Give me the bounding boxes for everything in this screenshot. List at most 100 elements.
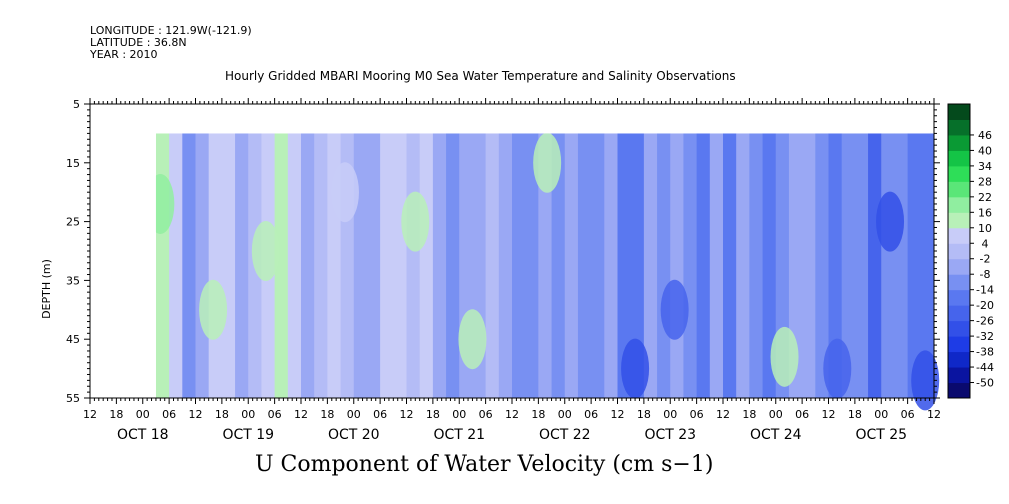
colorbar-label: 28 xyxy=(978,175,992,188)
colorbar-swatch xyxy=(948,243,970,260)
date-label: OCT 22 xyxy=(539,427,591,443)
heatmap-cell xyxy=(696,133,711,398)
heatmap-cell xyxy=(366,133,381,398)
heatmap-cell xyxy=(868,133,882,398)
heatmap-cell xyxy=(353,133,368,398)
x-tick-label: 18 xyxy=(109,408,123,421)
colorbar-label: -26 xyxy=(976,315,994,328)
axes: 12 18 00 06 12 18 00 06 12 18 00 06 12 18 00 06 12 18 00 06… xyxy=(66,98,941,443)
heatmap-cell xyxy=(380,133,394,398)
colorbar-swatch xyxy=(948,367,970,384)
x-tick-label: 12 xyxy=(927,408,941,421)
colorbar-swatch xyxy=(948,227,970,244)
heatmap-cell xyxy=(802,133,816,398)
no-data-region xyxy=(90,104,934,134)
heatmap-cell xyxy=(274,133,289,398)
heatmap-cell xyxy=(446,133,460,398)
x-tick-label: 12 xyxy=(189,408,203,421)
colorbar-label: -50 xyxy=(976,377,994,390)
colorbar-swatch xyxy=(948,212,970,229)
heatmap-patch xyxy=(251,221,280,281)
colorbar-swatch xyxy=(948,104,970,120)
heatmap-cell xyxy=(683,133,698,398)
colorbar-label: 22 xyxy=(978,191,992,204)
heatmap-cell xyxy=(894,133,909,398)
y-tick-label: 5 xyxy=(73,98,80,111)
heatmap-patch xyxy=(621,338,650,399)
y-tick-label: 35 xyxy=(66,274,80,287)
colorbar-swatch xyxy=(948,196,970,213)
heatmap-cell xyxy=(630,133,645,398)
colorbar-label: 4 xyxy=(982,237,989,250)
heatmap-cell xyxy=(155,133,170,398)
colorbar: -50 -44 -38 -32 -26 -20 -14 -8 -2 4 10 16 22 28 34 40 46 xyxy=(947,103,994,399)
heatmap-cell xyxy=(591,133,605,398)
heatmap-cell xyxy=(881,133,895,398)
date-label: OCT 20 xyxy=(328,427,380,443)
colorbar-swatch xyxy=(948,382,970,399)
x-tick-label: 06 xyxy=(901,408,915,421)
heatmap-cell xyxy=(670,133,684,398)
colorbar-label: -44 xyxy=(976,361,994,374)
x-tick-label: 06 xyxy=(479,408,493,421)
heatmap-cell xyxy=(182,133,196,398)
x-tick-label: 18 xyxy=(426,408,440,421)
colorbar-swatch xyxy=(948,320,970,337)
x-tick-label: 18 xyxy=(215,408,229,421)
x-tick-label: 06 xyxy=(584,408,598,421)
colorbar-swatch xyxy=(948,181,970,198)
heatmap-cell xyxy=(235,133,249,398)
heatmap-cell xyxy=(643,133,658,398)
heatmap-cell xyxy=(551,133,566,398)
x-tick-label: 06 xyxy=(690,408,704,421)
heatmap-cell xyxy=(195,133,210,398)
heatmap-cell xyxy=(788,133,803,398)
heatmap-patch xyxy=(876,191,905,252)
heatmap-cell xyxy=(564,133,579,398)
colorbar-label: -8 xyxy=(980,268,991,281)
colorbar-swatch xyxy=(948,305,970,322)
colorbar-label: -20 xyxy=(976,299,994,312)
x-tick-label: 12 xyxy=(505,408,519,421)
colorbar-swatch xyxy=(948,351,970,368)
y-tick-label: 15 xyxy=(66,157,80,170)
year-label: YEAR : 2010 xyxy=(90,48,158,61)
heatmap-cell xyxy=(485,133,500,398)
colorbar-label: 16 xyxy=(978,206,992,219)
colorbar-label: -14 xyxy=(976,284,994,297)
heatmap-cell xyxy=(498,133,513,398)
x-tick-label: 06 xyxy=(162,408,176,421)
heatmap-cell xyxy=(762,133,777,398)
x-tick-label: 00 xyxy=(558,408,572,421)
heatmap-cell xyxy=(577,133,592,398)
heatmap-cell xyxy=(432,133,447,398)
x-tick-label: 06 xyxy=(373,408,387,421)
x-tick-label: 18 xyxy=(848,408,862,421)
heatmap-cell xyxy=(736,133,750,398)
x-tick-label: 12 xyxy=(822,408,836,421)
heatmap-cell xyxy=(314,133,328,398)
heatmap-cell xyxy=(604,133,618,398)
colorbar-label: -32 xyxy=(976,330,994,343)
date-label: OCT 24 xyxy=(750,427,802,443)
x-tick-label: 18 xyxy=(742,408,756,421)
heatmap-patch xyxy=(770,326,799,387)
heatmap-cell xyxy=(854,133,869,398)
colorbar-swatch xyxy=(948,289,970,306)
x-tick-label: 00 xyxy=(241,408,255,421)
colorbar-label: 10 xyxy=(978,222,992,235)
x-tick-label: 00 xyxy=(452,408,466,421)
colorbar-label: -38 xyxy=(976,346,994,359)
heatmap-cell xyxy=(419,133,434,398)
x-tick-label: 18 xyxy=(320,408,334,421)
heatmap-cell xyxy=(841,133,856,398)
heatmap-cell xyxy=(617,133,632,398)
x-tick-label: 18 xyxy=(637,408,651,421)
heatmap-patch xyxy=(199,279,228,340)
heatmap-patch xyxy=(330,162,359,223)
heatmap-patch xyxy=(458,309,487,370)
y-tick-label: 45 xyxy=(66,333,80,346)
heatmap-patch xyxy=(911,350,940,411)
heatmap-cell xyxy=(301,133,315,398)
